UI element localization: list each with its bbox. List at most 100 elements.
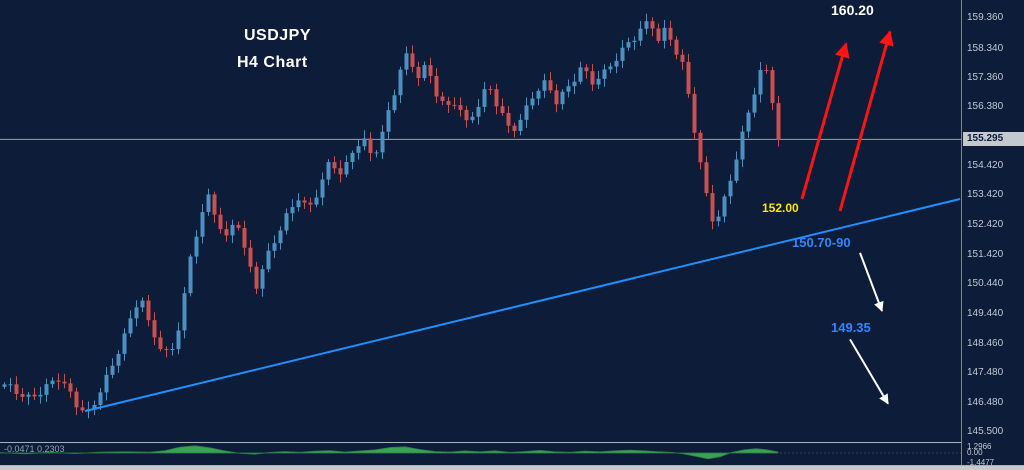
candle-body — [416, 66, 421, 78]
price-axis-label: 153.420 — [967, 189, 1004, 201]
price-axis-label: 158.340 — [967, 42, 1004, 54]
oscillator-canvas[interactable] — [0, 442, 961, 465]
candle-body — [350, 152, 355, 162]
candle-body — [398, 69, 403, 96]
candle-body — [488, 89, 493, 91]
candle-body — [758, 70, 763, 95]
candle-body — [272, 243, 277, 251]
candle-body — [410, 53, 415, 67]
candle-body — [704, 162, 709, 194]
candle-body — [140, 300, 145, 308]
indicator-axis-label: -1.4477 — [967, 458, 995, 467]
price-axis-label: 159.360 — [967, 12, 1004, 23]
pane-separator[interactable] — [0, 442, 1024, 443]
candle-body — [752, 94, 757, 113]
candle-body — [434, 76, 439, 97]
price-axis-label: 151.420 — [967, 249, 1004, 261]
candle-body — [302, 200, 307, 203]
candle-body — [686, 61, 691, 94]
candle-body — [542, 80, 547, 91]
candle-body — [92, 405, 97, 410]
downside-target-label: 149.35 — [831, 320, 871, 335]
trendline[interactable] — [84, 198, 961, 413]
candle-body — [644, 21, 649, 29]
bear-arrow-2[interactable] — [849, 338, 889, 405]
indicator-axis: 1.2966 0.00 -1.4477 — [961, 442, 1024, 467]
candle-body — [470, 116, 475, 121]
candle-body — [170, 349, 175, 350]
price-axis-label: 156.380 — [967, 101, 1004, 112]
candle-body — [764, 70, 769, 71]
candle-body — [116, 354, 121, 366]
candle-body — [368, 138, 373, 153]
candle-body — [374, 152, 379, 154]
indicator-axis-label: 0.00 — [967, 448, 983, 457]
candle-body — [20, 394, 25, 397]
candle-body — [650, 21, 655, 29]
candle-body — [44, 384, 49, 395]
candle-body — [494, 89, 499, 107]
candle-body — [500, 106, 505, 113]
candle-body — [716, 216, 721, 222]
candle-body — [290, 207, 295, 214]
candle-body — [728, 180, 733, 197]
candle-body — [578, 67, 583, 82]
candle-body — [128, 318, 133, 334]
candle-body — [266, 250, 271, 270]
current-price-badge: 155.295 — [963, 132, 1024, 147]
support-level-label: 152.00 — [762, 201, 799, 215]
candle-body — [320, 179, 325, 198]
candle-body — [236, 224, 241, 228]
candle-body — [62, 381, 67, 384]
candle-body — [14, 384, 19, 394]
candle-body — [632, 40, 637, 43]
bull-arrow-1[interactable] — [800, 42, 850, 200]
candle-body — [242, 228, 247, 248]
candle-body — [8, 384, 13, 386]
candle-body — [122, 333, 127, 354]
candle-body — [392, 95, 397, 111]
candle-body — [176, 330, 181, 350]
candle-body — [356, 146, 361, 153]
candle-body — [404, 53, 409, 70]
price-axis-label: 157.360 — [967, 71, 1004, 83]
candle-body — [656, 28, 661, 41]
candle-body — [626, 42, 631, 48]
candle-body — [212, 194, 217, 215]
candle-body — [740, 131, 745, 160]
price-chart-canvas[interactable] — [0, 0, 961, 442]
candle-body — [692, 93, 697, 133]
price-axis[interactable]: 155.295 159.360 158.340 157.360 156.380 154.… — [961, 0, 1024, 442]
candle-body — [164, 349, 169, 350]
candle-body — [530, 98, 535, 106]
candle-body — [56, 380, 61, 382]
bull-arrow-2[interactable] — [838, 30, 894, 212]
candle-body — [332, 162, 337, 169]
candle-body — [26, 394, 31, 397]
candle-body — [674, 39, 679, 55]
oscillator-area — [0, 445, 779, 460]
candle-body — [506, 113, 511, 126]
candle-body — [104, 374, 109, 393]
candle-body — [230, 224, 235, 236]
candle-body — [362, 138, 367, 147]
price-axis-label: 150.440 — [967, 278, 1004, 290]
candle-body — [188, 256, 193, 294]
candle-body — [284, 213, 289, 231]
timeframe-label: H4 Chart — [237, 54, 308, 71]
candle-body — [326, 162, 331, 180]
price-axis-label: 147.480 — [967, 366, 1004, 378]
candle-body — [746, 112, 751, 132]
candle-body — [278, 230, 283, 244]
candle-body — [194, 236, 199, 257]
candle-body — [146, 300, 151, 321]
candle-body — [386, 110, 391, 132]
candle-body — [602, 69, 607, 79]
candle-body — [710, 193, 715, 222]
candle-body — [452, 104, 457, 106]
bear-arrow-1[interactable] — [859, 252, 884, 312]
candle-body — [548, 80, 553, 91]
candle-body — [482, 89, 487, 107]
candle-body — [698, 132, 703, 163]
